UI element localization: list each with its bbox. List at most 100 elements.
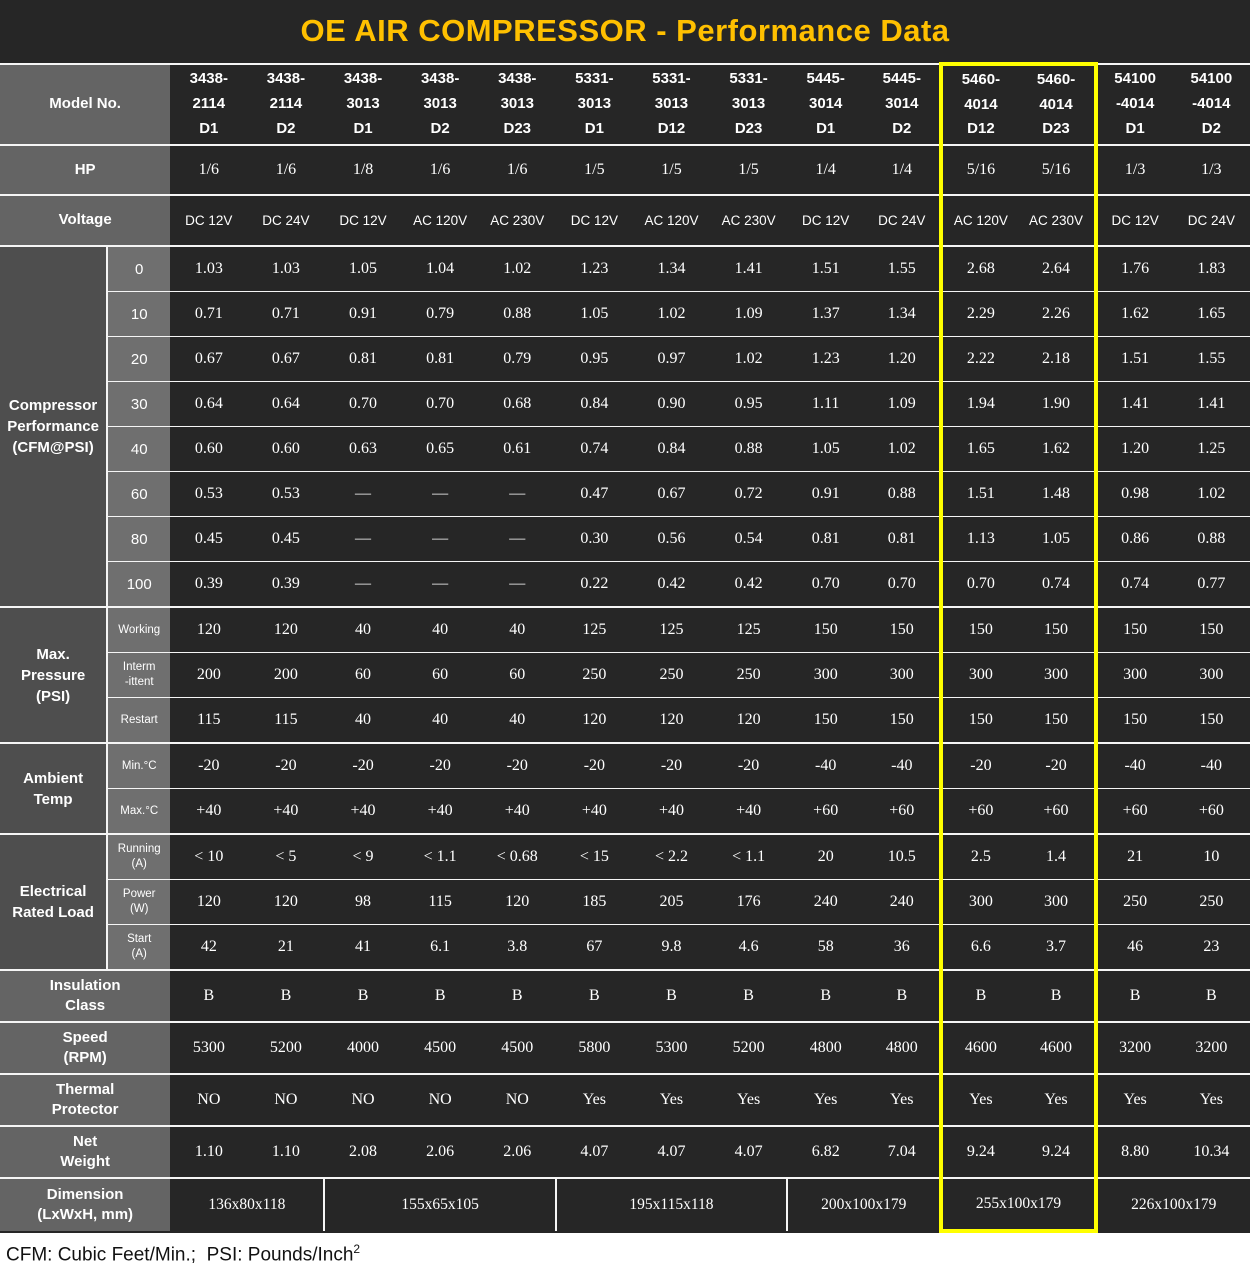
data-cell: +40 <box>247 788 325 834</box>
performance-table-body: Model No. 3438- 2114 D1 3438- 2114 D2 3438- 3013… <box>0 62 1250 1233</box>
data-cell: 125 <box>710 606 788 653</box>
data-cell: 0.81 <box>787 516 865 562</box>
data-cell: -20 <box>324 742 402 789</box>
data-cell: -20 <box>170 742 248 789</box>
sub-row-label: 100 <box>107 561 171 607</box>
hp-cell: 1/3 <box>1172 144 1250 195</box>
data-cell: -20 <box>478 742 556 789</box>
data-cell: 0.88 <box>710 426 788 472</box>
data-cell: +40 <box>170 788 248 834</box>
data-cell: 300 <box>787 652 865 698</box>
voltage-cell: AC 230V <box>710 194 788 246</box>
data-cell: 0.74 <box>555 426 633 472</box>
data-cell: 10.34 <box>1172 1125 1250 1178</box>
data-cell: 300 <box>864 652 942 698</box>
data-cell: 250 <box>555 652 633 698</box>
data-cell: 1.05 <box>324 245 402 292</box>
data-cell: 250 <box>1095 879 1173 925</box>
data-cell: 0.67 <box>632 471 711 517</box>
row-label: Speed (RPM) <box>0 1021 171 1074</box>
data-cell: 10.5 <box>864 833 942 880</box>
row-label-model: Model No. <box>0 63 171 145</box>
data-cell: 0.88 <box>864 471 942 517</box>
model-header-cell: 5445- 3014 D2 <box>864 63 942 145</box>
data-cell: 150 <box>864 606 942 653</box>
data-cell: B <box>864 969 942 1022</box>
row-label-hp: HP <box>0 144 171 195</box>
data-cell: 0.95 <box>555 336 633 382</box>
model-header-cell: 3438- 2114 D1 <box>170 63 248 145</box>
data-cell: +60 <box>1095 788 1173 834</box>
data-cell: 0.45 <box>247 516 325 562</box>
data-cell: 1.20 <box>864 336 942 382</box>
data-cell: 1.55 <box>1172 336 1250 382</box>
data-cell: 120 <box>170 879 248 925</box>
data-cell: 2.06 <box>478 1125 556 1178</box>
hp-cell: 1/5 <box>632 144 711 195</box>
data-cell: 0.74 <box>1095 561 1173 607</box>
data-cell: — <box>324 561 402 607</box>
data-cell: 4.6 <box>710 924 788 970</box>
sub-row-label: 20 <box>107 336 171 382</box>
data-cell: 40 <box>401 697 479 743</box>
dimension-cell: 255x100x179 <box>939 1177 1098 1233</box>
data-cell: 1.41 <box>710 245 788 292</box>
data-cell: 0.71 <box>247 291 325 337</box>
data-cell: 0.22 <box>555 561 633 607</box>
model-header-cell: 5445- 3014 D1 <box>787 63 865 145</box>
data-cell: 150 <box>864 697 942 743</box>
model-header-cell: 5460- 4014 D12 <box>939 62 1019 145</box>
data-cell: B <box>478 969 556 1022</box>
hp-cell: 1/6 <box>170 144 248 195</box>
data-cell: 2.26 <box>1018 291 1098 337</box>
data-cell: 0.39 <box>170 561 248 607</box>
data-cell: 1.13 <box>939 516 1019 562</box>
data-cell: Yes <box>710 1073 788 1126</box>
data-cell: 8.80 <box>1095 1125 1173 1178</box>
data-cell: 0.91 <box>787 471 865 517</box>
data-cell: -20 <box>555 742 633 789</box>
data-cell: 0.81 <box>864 516 942 562</box>
hp-cell: 1/5 <box>710 144 788 195</box>
data-cell: 1.76 <box>1095 245 1173 292</box>
data-cell: 0.95 <box>710 381 788 427</box>
data-cell: 120 <box>710 697 788 743</box>
data-cell: 1.09 <box>864 381 942 427</box>
data-cell: 0.79 <box>401 291 479 337</box>
data-cell: 0.91 <box>324 291 402 337</box>
voltage-cell: DC 12V <box>324 194 402 246</box>
sub-row-label: Interm -ittent <box>107 652 171 698</box>
sub-row-label: 40 <box>107 426 171 472</box>
data-cell: < 1.1 <box>401 833 479 880</box>
data-cell: 0.86 <box>1095 516 1173 562</box>
data-cell: Yes <box>555 1073 633 1126</box>
data-cell: 150 <box>1018 606 1098 653</box>
data-cell: B <box>170 969 248 1022</box>
data-cell: 0.42 <box>710 561 788 607</box>
data-cell: 0.74 <box>1018 561 1098 607</box>
sub-row-label: Restart <box>107 697 171 743</box>
voltage-cell: AC 230V <box>1018 194 1098 246</box>
data-cell: 4.07 <box>632 1125 711 1178</box>
data-cell: 150 <box>1172 606 1250 653</box>
data-cell: 0.39 <box>247 561 325 607</box>
data-cell: 2.22 <box>939 336 1019 382</box>
data-cell: 120 <box>632 697 711 743</box>
data-cell: -20 <box>939 742 1019 789</box>
data-cell: 0.71 <box>170 291 248 337</box>
data-cell: 2.68 <box>939 245 1019 292</box>
data-cell: B <box>1095 969 1173 1022</box>
sub-row-label: 10 <box>107 291 171 337</box>
data-cell: 0.64 <box>247 381 325 427</box>
row-label-voltage: Voltage <box>0 194 171 246</box>
data-cell: 150 <box>1018 697 1098 743</box>
hp-cell: 1/3 <box>1095 144 1173 195</box>
data-cell: +40 <box>324 788 402 834</box>
data-cell: NO <box>170 1073 248 1126</box>
data-cell: Yes <box>787 1073 865 1126</box>
data-cell: 1.23 <box>787 336 865 382</box>
data-cell: 0.79 <box>478 336 556 382</box>
data-cell: 0.42 <box>632 561 711 607</box>
performance-table: Model No. 3438- 2114 D1 3438- 2114 D2 3438- 3013… <box>0 62 1250 1233</box>
data-cell: 120 <box>247 879 325 925</box>
